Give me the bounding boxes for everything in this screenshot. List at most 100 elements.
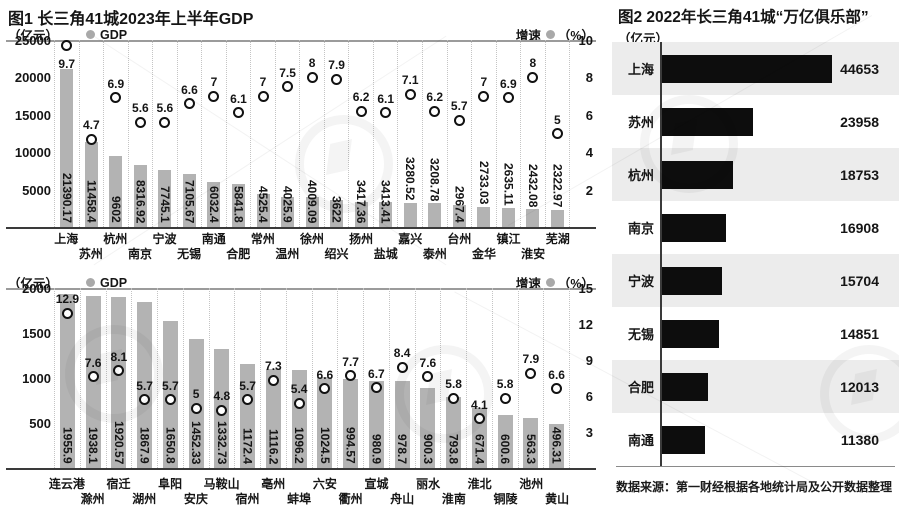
left-axis-unit: （亿元）	[8, 277, 59, 291]
fig2-bar-track	[660, 54, 832, 83]
plot-area: 1955.9 12.9 1938.1 7.6 1920.57 8.1 1867.9 5.7 16…	[54, 288, 570, 468]
growth-marker	[502, 92, 514, 104]
gdp-bar	[549, 423, 565, 468]
legend-growth-label: 增速	[515, 29, 541, 43]
growth-marker	[331, 73, 343, 85]
growth-marker	[61, 40, 73, 52]
growth-value-label: 6.1	[230, 91, 247, 106]
fig2-value-label: 11380	[840, 431, 879, 448]
gdp-bar	[256, 193, 270, 227]
fig2-bar	[662, 319, 719, 348]
growth-value-label: 5	[554, 112, 561, 127]
city-label: 无锡	[177, 247, 202, 261]
y-axis-tick: 20000	[14, 70, 51, 86]
y-axis-tick: 500	[29, 416, 51, 431]
growth-marker	[216, 404, 228, 416]
growth-value-label: 6.7	[368, 366, 385, 381]
fig2-value-label: 16908	[840, 219, 879, 236]
right-axis-unit: （%）	[557, 277, 594, 291]
fig1-bottom-city-labels: 连云港 滁州 宿迁 湖州 阜阳 安庆 马鞍山 宿州 亳州 蚌埠 六安 衢州 宣城 舟山 丽水 淮南 淮北 铜陵 池州…	[49, 477, 570, 509]
gdp-value-label: 11458.4	[84, 180, 99, 223]
gdp-bar	[317, 376, 333, 468]
growth-axis-tick: 3	[585, 425, 593, 440]
growth-marker	[242, 394, 254, 406]
gdp-value-label: 2733.03	[476, 161, 491, 205]
gdp-bar	[523, 417, 539, 468]
gdp-bar	[240, 363, 256, 468]
growth-marker	[345, 370, 357, 382]
city-label: 金华	[471, 247, 497, 261]
growth-value-label: 5.8	[496, 377, 514, 392]
fig1-top-chart: 5000 10000 15000 20000 25000 21390.17 9.7 1145…	[6, 34, 596, 229]
bar-slot: 2733.03 7	[471, 40, 496, 227]
bar-slot: 7105.67 6.6	[176, 40, 202, 227]
gdp-value-label: 978.7	[395, 433, 410, 464]
growth-value-label: 8.4	[393, 346, 411, 361]
city-label: 蚌埠	[287, 492, 312, 506]
growth-value-label: 7.6	[419, 355, 437, 370]
figure2-bottom-rule	[616, 466, 895, 467]
growth-marker	[282, 81, 294, 93]
figure1-top-header: （亿元） GDP 增速 （%）	[8, 25, 594, 44]
fig2-row: 杭州 18753	[612, 148, 899, 201]
right-axis-unit: （%）	[557, 29, 594, 43]
gdp-bar	[60, 68, 74, 227]
fig2-bar-track	[660, 266, 813, 295]
growth-marker	[257, 90, 269, 102]
growth-marker	[208, 90, 220, 102]
gdp-value-label: 2967.4	[452, 186, 467, 223]
gdp-bar	[477, 206, 491, 227]
bar-slot: 1172.4 5.7	[234, 288, 260, 468]
bar-slot: 1938.1 7.6	[79, 288, 106, 468]
growth-marker	[499, 392, 511, 404]
gdp-value-label: 4025.9	[280, 186, 295, 223]
gdp-value-label: 4009.09	[305, 179, 320, 223]
growth-marker	[551, 383, 563, 395]
city-label: 嘉兴	[398, 232, 423, 246]
gdp-value-label: 1938.1	[86, 427, 101, 464]
growth-marker	[525, 367, 537, 379]
plot-top-rule	[6, 40, 596, 42]
fig2-bar	[662, 425, 706, 454]
growth-value-label: 8.1	[110, 349, 128, 364]
gdp-value-label: 3208.78	[427, 157, 442, 202]
fig2-city-label: 宁波	[627, 274, 654, 289]
gdp-bar	[207, 182, 221, 227]
growth-marker	[551, 128, 563, 139]
bar-slot: 3413.41 6.1	[372, 40, 398, 227]
growth-value-label: 6.6	[181, 82, 198, 97]
gdp-bar	[343, 379, 359, 468]
growth-marker	[183, 98, 195, 110]
growth-marker	[85, 133, 97, 145]
gdp-value-label: 3413.41	[378, 179, 393, 223]
gdp-value-label: 1332.73	[214, 420, 229, 464]
gdp-value-label: 496.31	[549, 427, 564, 464]
gdp-value-label: 1920.57	[111, 420, 126, 464]
fig1-top-city-labels: 上海 苏州 杭州 南京 宁波 无锡 南通 合肥 常州 温州 徐州 绍兴 扬州 盐城 嘉兴 泰州 台州 金华 镇江 淮安…	[54, 232, 570, 264]
left-axis-ticks: 5000 10000 15000 20000 25000	[6, 34, 54, 227]
bar-slot: 1452.33 5	[182, 288, 209, 468]
growth-legend-dot-icon	[545, 278, 555, 287]
gdp-bar	[330, 200, 344, 227]
bar-slot: 1650.8 5.7	[157, 288, 183, 468]
figure2-rows: 上海 44653 苏州 23958 杭州 18753 南京 16908 宁波 15704 无锡 148…	[612, 42, 899, 466]
gdp-bar	[182, 174, 196, 227]
growth-value-label: 7	[210, 75, 218, 90]
city-label: 马鞍山	[203, 477, 240, 491]
growth-value-label: 5.6	[156, 101, 174, 116]
fig2-value-label: 23958	[840, 113, 879, 130]
fig2-value-label: 12013	[840, 378, 879, 395]
fig2-row: 合肥 12013	[612, 360, 899, 413]
city-label: 宿州	[235, 492, 260, 506]
gdp-value-label: 9602	[108, 196, 123, 223]
city-label: 台州	[447, 232, 472, 246]
x-axis-baseline	[6, 468, 596, 470]
bar-slot: 4525.4 7	[250, 40, 275, 227]
bar-slot: 2635.11 6.9	[495, 40, 521, 227]
growth-marker	[319, 383, 331, 395]
growth-axis-tick: 10	[578, 33, 593, 48]
gdp-bar	[403, 202, 417, 227]
figure1-bottom-header: （亿元） GDP 增速 （%）	[8, 273, 594, 292]
growth-axis-tick: 6	[585, 389, 593, 404]
growth-marker	[453, 114, 465, 126]
